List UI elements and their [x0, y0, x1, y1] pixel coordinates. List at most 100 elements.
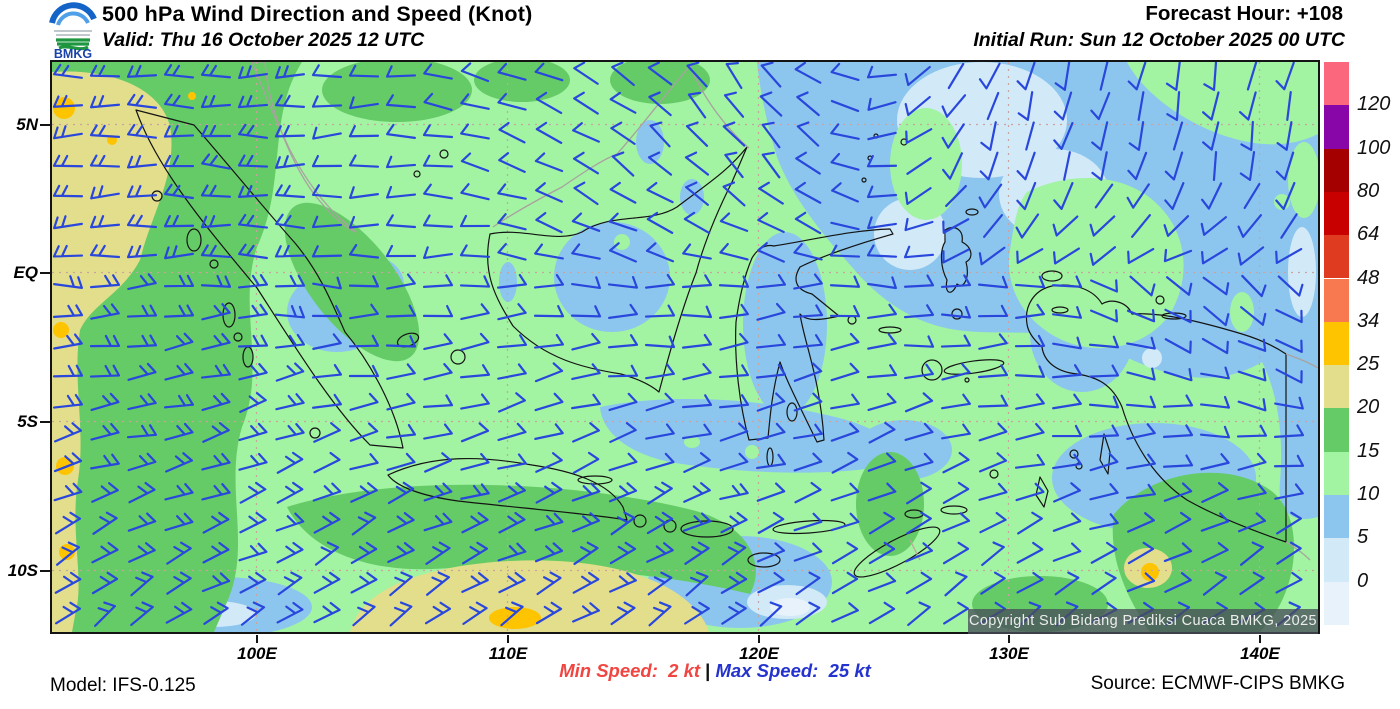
- wind-barb: [1014, 365, 1046, 378]
- wind-barb: [1054, 62, 1071, 91]
- wind-barb: [610, 511, 636, 536]
- wind-barb: [130, 601, 154, 627]
- wind-barb: [90, 303, 120, 320]
- wind-barb: [164, 512, 194, 532]
- wind-barb: [311, 364, 343, 379]
- wind-barb: [1273, 454, 1305, 468]
- wind-barb: [941, 512, 971, 533]
- wind-barb: [1237, 338, 1267, 352]
- wind-barb: [682, 363, 712, 381]
- wind-barb: [941, 362, 971, 381]
- wind-barb: [275, 423, 305, 441]
- wind-barb: [1236, 424, 1268, 438]
- wind-barb: [53, 125, 83, 140]
- wind-barb: [608, 212, 638, 232]
- wind-barb: [682, 423, 712, 440]
- wind-barb: [460, 152, 490, 172]
- wind-barb: [1051, 275, 1083, 288]
- wind-barb: [89, 64, 121, 78]
- legend-value-label: 25: [1357, 353, 1380, 376]
- wind-barb: [1016, 62, 1036, 91]
- wind-barb: [1162, 424, 1194, 439]
- wind-barb: [127, 452, 157, 472]
- wind-barb: [349, 96, 379, 110]
- wind-barb: [276, 601, 304, 624]
- wind-barb: [348, 244, 380, 259]
- wind-barb: [423, 482, 453, 502]
- wind-barb: [756, 422, 786, 442]
- wind-barb: [1276, 511, 1302, 535]
- wind-barb: [648, 91, 672, 117]
- wind-barb: [757, 242, 785, 263]
- wind-barb: [126, 214, 158, 229]
- wind-barb: [423, 246, 453, 260]
- wind-barb: [52, 154, 84, 168]
- wind-barb: [830, 123, 860, 140]
- wind-barb: [90, 422, 120, 441]
- wind-barb: [460, 422, 490, 443]
- wind-barb: [1053, 91, 1073, 121]
- wind-barb: [761, 151, 781, 179]
- wind-barb: [1199, 395, 1231, 409]
- wind-barb: [905, 481, 933, 505]
- wind-barb: [941, 123, 965, 149]
- wind-barb: [535, 452, 563, 473]
- wind-barb: [867, 276, 897, 290]
- wind-barb: [719, 452, 749, 472]
- wind-barb: [533, 305, 565, 318]
- wind-barb: [1126, 572, 1156, 593]
- wind-barb: [534, 152, 564, 173]
- wind-barb: [311, 95, 343, 108]
- wind-barb: [792, 304, 824, 319]
- x-tick-label: 110E: [488, 644, 528, 663]
- wind-barb: [1275, 151, 1295, 181]
- wind-barb: [164, 93, 194, 110]
- wind-barb: [759, 91, 783, 117]
- wind-barb: [203, 601, 229, 625]
- wind-barb: [53, 422, 83, 443]
- wind-barb: [1126, 308, 1156, 323]
- wind-barb: [1052, 247, 1080, 265]
- wind-barb: [793, 242, 823, 261]
- wind-barb: [757, 511, 785, 534]
- legend-value-label: 120: [1357, 93, 1391, 116]
- wind-barb: [757, 571, 785, 594]
- wind-barb: [756, 392, 786, 412]
- x-tick-mark: [507, 635, 509, 643]
- wind-barb: [166, 571, 192, 595]
- legend-value-label: 15: [1357, 439, 1380, 462]
- wind-barb: [53, 215, 83, 230]
- wind-barb: [201, 303, 231, 321]
- wind-barb: [940, 274, 972, 289]
- wind-barb: [681, 305, 713, 319]
- wind-barb: [686, 62, 708, 88]
- wind-barb: [761, 121, 781, 149]
- wind-barb: [1240, 306, 1267, 326]
- wind-barb: [1275, 571, 1303, 594]
- wind-barb: [1125, 395, 1157, 409]
- wind-barb: [422, 154, 454, 168]
- wind-barb: [200, 124, 232, 138]
- wind-barb: [645, 452, 675, 472]
- wind-barb: [868, 421, 896, 444]
- wind-barb: [239, 392, 267, 413]
- wind-barb: [274, 274, 306, 288]
- wind-barbs: [52, 62, 1305, 627]
- wind-barb: [755, 363, 787, 379]
- wind-barb: [831, 602, 859, 623]
- wind-barb: [755, 274, 787, 289]
- wind-barb: [831, 182, 859, 203]
- wind-barb: [385, 185, 417, 199]
- wind-barb: [608, 452, 638, 472]
- wind-barb: [533, 274, 565, 289]
- wind-barb: [1237, 214, 1263, 238]
- wind-barb: [1126, 367, 1156, 381]
- wind-barb: [1127, 151, 1148, 181]
- wind-barb: [164, 245, 194, 260]
- wind-barb: [866, 155, 898, 168]
- wind-barb: [200, 215, 232, 229]
- wind-barb: [496, 334, 528, 349]
- legend-color-block: [1324, 365, 1349, 409]
- wind-barb: [684, 601, 710, 625]
- wind-barb: [1052, 215, 1079, 237]
